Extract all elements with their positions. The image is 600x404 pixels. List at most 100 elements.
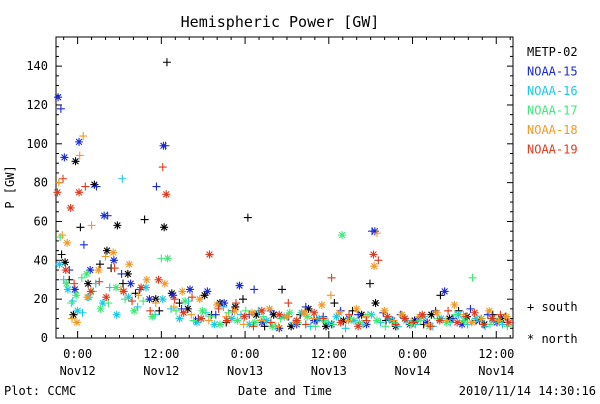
noaa-15-north-point <box>235 281 244 290</box>
noaa-15-north-point <box>275 324 284 333</box>
noaa-19-north-point <box>400 314 409 323</box>
noaa-16-south-point <box>78 308 87 317</box>
noaa-19-south-point <box>327 273 336 282</box>
legend-entry-noaa-19: NOAA-19 <box>527 143 578 157</box>
noaa-19-north-point <box>470 308 479 317</box>
chart-title: Hemispheric Power [GW] <box>181 13 380 31</box>
noaa-15-south-point <box>161 141 170 150</box>
x-tick-date-label: Nov14 <box>394 364 430 378</box>
metp-02-south-point <box>57 250 66 259</box>
noaa-15-north-point <box>220 299 229 308</box>
noaa-16-south-point <box>236 310 245 319</box>
x-axis: 0:00 Nov12 12:00 Nov12 0:00 Nov13 12:00 Nov13 0:… <box>60 37 514 378</box>
noaa-17-south-point <box>77 273 86 282</box>
noaa-16-north-point <box>227 314 236 323</box>
noaa-18-south-point <box>134 291 143 300</box>
noaa-16-north-point <box>315 314 324 323</box>
noaa-19-south-point <box>374 256 383 265</box>
noaa-16-north-point <box>112 310 121 319</box>
noaa-17-north-point <box>198 306 207 315</box>
noaa-17-south-point <box>346 314 355 323</box>
noaa-19-north-point <box>61 266 70 275</box>
noaa-18-north-point <box>72 318 81 327</box>
noaa-16-north-point <box>332 312 341 321</box>
noaa-16-north-point <box>245 320 254 329</box>
noaa-18-north-point <box>335 308 344 317</box>
noaa-18-north-point <box>248 308 257 317</box>
noaa-18-north-point <box>502 312 511 321</box>
noaa-19-north-point <box>75 188 84 197</box>
noaa-15-north-point <box>203 287 212 296</box>
noaa-18-north-point <box>160 279 169 288</box>
noaa-19-north-point <box>453 318 462 327</box>
noaa-19-south-point <box>426 322 435 331</box>
noaa-15-south-point <box>79 240 88 249</box>
metp-02-north-point <box>113 221 122 230</box>
noaa-16-north-point <box>98 299 107 308</box>
noaa-18-south-point <box>204 316 213 325</box>
y-tick-label: 40 <box>34 253 48 267</box>
noaa-18-north-point <box>415 312 424 321</box>
noaa-19-north-point <box>154 275 163 284</box>
noaa-17-north-point <box>390 318 399 327</box>
noaa-17-north-point <box>181 297 190 306</box>
noaa-15-south-point <box>117 269 126 278</box>
noaa-18-north-point <box>142 275 151 284</box>
noaa-17-north-point <box>338 231 347 240</box>
noaa-17-north-point <box>303 312 312 321</box>
noaa-17-south-point <box>139 297 148 306</box>
noaa-15-south-point <box>103 211 112 220</box>
plot-frame <box>55 36 514 339</box>
metp-02-south-point <box>238 295 247 304</box>
metp-02-south-point <box>330 299 339 308</box>
noaa-17-south-point <box>311 322 320 331</box>
noaa-19-north-point <box>275 310 284 319</box>
noaa-16-south-point <box>393 322 402 331</box>
noaa-17-south-point <box>104 299 113 308</box>
noaa-19-south-point <box>146 306 155 315</box>
noaa-16-south-point <box>118 174 127 183</box>
noaa-15-north-point <box>440 287 449 296</box>
noaa-18-south-point <box>169 302 178 311</box>
noaa-19-north-point <box>137 283 146 292</box>
metp-02-south-point <box>118 279 127 288</box>
noaa-17-north-point <box>112 283 121 292</box>
noaa-18-north-point <box>125 260 134 269</box>
noaa-18-north-point <box>63 238 72 247</box>
noaa-18-north-point <box>352 304 361 313</box>
noaa-19-south-point <box>345 310 354 319</box>
metp-02-north-point <box>183 304 192 313</box>
legend-entry-noaa-18: NOAA-18 <box>527 123 578 137</box>
noaa-19-south-point <box>158 163 167 172</box>
noaa-18-south-point <box>257 316 266 325</box>
y-tick-label: 140 <box>26 59 48 73</box>
x-tick-date-label: Nov13 <box>311 364 347 378</box>
noaa-17-north-point <box>268 322 277 331</box>
noaa-15-north-point <box>54 93 63 102</box>
noaa-19-north-point <box>435 316 444 325</box>
noaa-15-north-point <box>70 285 79 294</box>
noaa-18-north-point <box>195 295 204 304</box>
noaa-19-north-point <box>418 310 427 319</box>
noaa-18-south-point <box>326 291 335 300</box>
noaa-16-north-point <box>63 285 72 294</box>
noaa-18-north-point <box>467 318 476 327</box>
noaa-19-north-point <box>119 287 128 296</box>
x-tick-time-label: 12:00 <box>478 347 514 361</box>
marker-legend-south: + south <box>527 300 578 314</box>
noaa-17-south-point <box>224 308 233 317</box>
noaa-18-north-point <box>380 306 389 315</box>
noaa-19-south-point <box>284 299 293 308</box>
x-tick-time-label: 0:00 <box>231 347 260 361</box>
noaa-18-south-point <box>459 310 468 319</box>
noaa-16-south-point <box>133 302 142 311</box>
noaa-16-north-point <box>158 295 167 304</box>
y-axis-label: P [GW] <box>3 165 17 208</box>
noaa-15-north-point <box>75 137 84 146</box>
metp-02-south-point <box>175 299 184 308</box>
metp-02-south-point <box>436 291 445 300</box>
x-tick-date-label: Nov14 <box>478 364 514 378</box>
noaa-16-north-point <box>175 314 184 323</box>
noaa-19-north-point <box>369 250 378 259</box>
noaa-18-north-point <box>450 300 459 309</box>
